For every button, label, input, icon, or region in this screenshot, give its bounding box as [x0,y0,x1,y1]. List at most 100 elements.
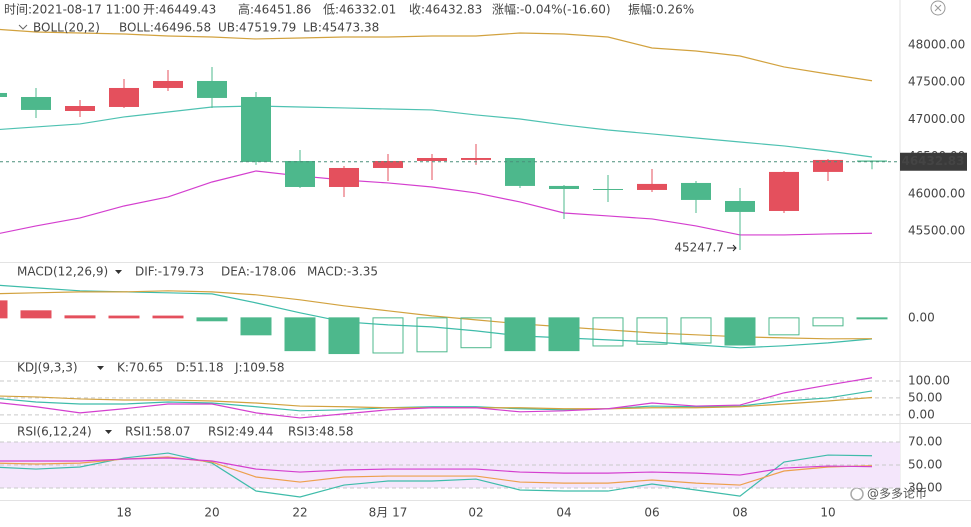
legend-entry: BOLL:46496.58 [119,21,211,35]
header-field: 振幅:0.26% [628,2,694,17]
indicator-name[interactable]: BOLL(20,2) [33,21,100,35]
candle-body [0,92,7,97]
legend-entry: RSI3:48.58 [288,425,354,439]
macd-bar [504,317,536,352]
indicator-line [0,452,873,498]
low-annotation: 45247.7 [674,241,724,255]
x-tick-label: 06 [644,506,659,520]
y-tick-label: 30.00 [908,481,942,495]
legend-entry: D:51.18 [176,361,224,375]
legend-entry: DEA:-178.06 [221,265,296,279]
x-tick-label: 18 [116,506,131,520]
watermark: @多多论币 [867,487,927,501]
candle-body [769,171,799,211]
header-field: 低:46332.01 [323,3,396,17]
indicator-name[interactable]: RSI(6,12,24) [17,425,92,439]
candle-body [505,158,535,186]
indicator-line [0,457,873,476]
x-tick-label: 02 [468,506,483,520]
macd-bar [152,315,184,319]
header-field: 高:46451.86 [238,2,311,17]
macd-bar [20,310,52,319]
legend-entry: K:70.65 [117,361,163,375]
y-tick-label: 0.00 [908,310,935,324]
macd-bar [724,317,756,346]
legend-entry: J:109.58 [234,361,285,375]
candle-body [813,159,843,172]
macd-bar [284,317,316,352]
macd-bar [680,317,712,344]
candle-body [197,80,227,98]
y-tick-label: 47000.00 [908,112,965,126]
indicator-name[interactable]: MACD(12,26,9) [17,265,108,279]
macd-bar [768,317,800,336]
candle-body [241,96,271,162]
last-price-label: 46432.83 [901,154,964,168]
macd-bar [0,300,8,319]
macd-bar [372,317,404,354]
legend-entry: UB:47519.79 [218,21,296,35]
y-tick-label: 0.00 [908,407,935,421]
candle-body [153,80,183,88]
indicator-menu[interactable] [97,366,104,370]
candle-body [65,106,95,111]
header-field: 收:46432.83 [409,3,482,17]
indicator-line [0,28,873,82]
legend-entry: LB:45473.38 [303,21,379,35]
y-tick-label: 50.00 [908,458,942,472]
macd-bar [328,317,360,355]
legend-entry: RSI2:49.44 [208,425,274,439]
y-tick-label: 48000.00 [908,37,965,51]
y-tick-label: 50.00 [908,390,942,404]
last-price-box [900,152,967,171]
candle-body [109,87,139,107]
y-tick-label: 70.00 [908,435,942,449]
candle-body [637,183,667,190]
close-button[interactable] [930,0,946,16]
macd-bar [108,315,140,319]
candle-body [285,160,315,187]
indicator-line [0,284,873,349]
candle-body [329,167,359,187]
legend-entry: MACD:-3.35 [307,265,378,279]
x-tick-label: 22 [292,506,307,520]
indicator-menu[interactable] [115,270,122,274]
indicator-line [0,105,873,158]
candle-body [417,158,447,161]
x-tick-label: 04 [556,506,571,520]
indicator-line [0,390,873,412]
macd-bar [856,317,888,320]
candle-body [21,96,51,110]
candle-body [593,188,623,190]
candle-body [725,200,755,212]
header-field: 涨幅:-0.04%(-16.60) [492,2,611,17]
macd-bar [196,317,228,322]
header-field: 时间:2021-08-17 11:00 [4,3,140,17]
candle-body [681,182,711,200]
macd-bar [812,317,844,327]
macd-bar [636,317,668,345]
y-tick-label: 47500.00 [908,75,965,89]
y-tick-label: 100.00 [908,373,950,387]
y-tick-label: 46000.00 [908,186,965,200]
macd-bar [460,317,492,349]
macd-bar [64,315,96,319]
candle-body [461,158,491,160]
legend-entry: RSI1:58.07 [125,425,191,439]
indicator-menu[interactable] [105,430,112,434]
header-field: 开:46449.43 [143,3,216,17]
indicator-toggle[interactable] [18,24,28,30]
candle-body [373,160,403,168]
y-tick-label: 45500.00 [908,224,965,238]
low-arrow [727,244,737,252]
x-tick-label: 08 [732,506,747,520]
x-tick-label: 8月 17 [369,506,408,520]
macd-bar [416,317,448,353]
indicator-line [0,377,873,419]
indicator-name[interactable]: KDJ(9,3,3) [17,361,78,375]
x-tick-label: 20 [204,506,219,520]
macd-bar [592,317,624,347]
x-tick-label: 10 [820,506,835,520]
legend-entry: DIF:-179.73 [135,265,204,279]
